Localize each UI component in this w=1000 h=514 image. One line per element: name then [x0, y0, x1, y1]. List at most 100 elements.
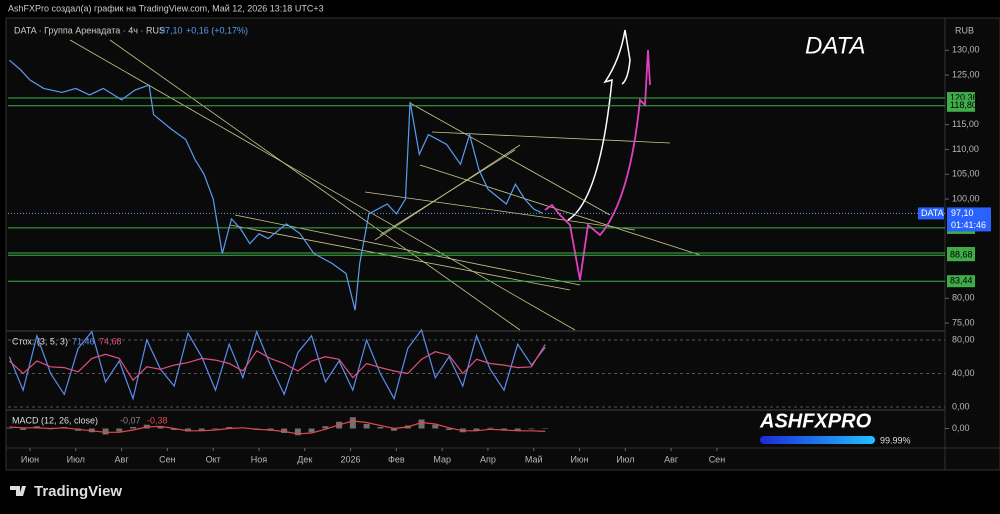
- histogram-bar: [322, 426, 329, 429]
- histogram-bar: [102, 428, 109, 435]
- x-tick-label: Ноя: [251, 454, 268, 464]
- y-tick-label: 0,00: [952, 401, 970, 411]
- y-tick-label: 130,00: [952, 45, 980, 55]
- trend-line: [364, 191, 636, 231]
- x-tick-label: Апр: [480, 454, 496, 464]
- y-tick-label: 125,00: [952, 69, 980, 79]
- symbol-tag-label: DATA: [921, 208, 944, 218]
- histogram-bar: [116, 428, 123, 432]
- symbol-tag: [918, 207, 944, 220]
- indicator-title: MACD (12, 26, close): [12, 415, 98, 425]
- level-tag: [947, 249, 975, 262]
- level-label: 83,44: [950, 276, 973, 286]
- indicator-line: [9, 420, 546, 435]
- histogram-bar: [473, 428, 480, 431]
- chart-title: DATA: [805, 32, 865, 59]
- histogram-bar: [171, 428, 178, 430]
- header: AshFXPro создал(а) график на TradingView…: [8, 3, 324, 13]
- trend-line: [229, 224, 571, 291]
- histogram-bar: [418, 419, 425, 429]
- drawings: [69, 39, 701, 331]
- trend-line: [419, 164, 701, 256]
- last-price-label: 97,10: [951, 208, 974, 218]
- histogram-bar: [432, 424, 439, 429]
- histogram-bar: [487, 427, 494, 429]
- x-tick-label: 2026: [341, 454, 361, 464]
- trend-line: [234, 214, 581, 286]
- level-tag: [947, 275, 975, 288]
- x-tick-label: Окт: [206, 454, 221, 464]
- indicator-title: Стох. (3, 5, 3): [12, 336, 68, 346]
- histogram-bar: [542, 428, 549, 430]
- histogram-bar: [446, 428, 453, 430]
- y-tick-label: 40,00: [952, 368, 975, 378]
- legend-value: 97,10: [160, 25, 183, 35]
- progress-bar: [760, 436, 875, 444]
- x-tick-label: Сен: [159, 454, 176, 464]
- histogram-bar: [212, 428, 219, 430]
- x-tick-label: Июл: [67, 454, 85, 464]
- legend-subtitle: DATA · Группа Аренадата · 4ч · RUS: [14, 25, 165, 35]
- histogram-bar: [514, 428, 521, 431]
- histogram-bar: [528, 428, 535, 430]
- histogram-bar: [20, 428, 27, 430]
- histogram-bar: [500, 428, 507, 430]
- histogram-bar: [198, 428, 205, 431]
- price-line: [9, 59, 544, 311]
- histogram-bar: [294, 428, 301, 436]
- histogram-bar: [6, 427, 13, 429]
- x-tick-label: Фев: [388, 454, 405, 464]
- histogram-bar: [281, 428, 288, 433]
- histogram-bar: [377, 427, 384, 429]
- y-tick-label: 105,00: [952, 169, 980, 179]
- y-tick-label: 100,00: [952, 193, 980, 203]
- trend-line: [431, 131, 671, 144]
- x-tick-label: Авг: [115, 454, 130, 464]
- level-tag: [947, 99, 975, 112]
- indicator-value: 71,46: [72, 336, 95, 346]
- histogram-bar: [391, 428, 398, 431]
- y-tick-label: 80,00: [952, 293, 975, 303]
- histogram-bar: [184, 428, 191, 432]
- indicator-value: -0,38: [147, 415, 168, 425]
- x-tick-label: Авг: [664, 454, 679, 464]
- x-tick-label: Июн: [21, 454, 39, 464]
- last-price-tag: [947, 207, 991, 232]
- x-tick-label: Июл: [616, 454, 634, 464]
- progress-label: 99.99%: [880, 435, 911, 445]
- legend-change: +0,16 (+0,17%): [186, 25, 248, 35]
- x-tick-label: Май: [525, 454, 543, 464]
- footer-logo: TradingView: [34, 483, 122, 500]
- forecast-arrow: [567, 29, 631, 221]
- y-tick-label: 80,00: [952, 334, 975, 344]
- indicator-value: 74,68: [99, 336, 122, 346]
- y-tick-label: 115,00: [952, 119, 979, 129]
- y-tick-label: 110,00: [952, 144, 979, 154]
- histogram-bar: [349, 417, 356, 429]
- chart-frame: [5, 17, 1000, 471]
- x-tick-label: Дек: [297, 454, 312, 464]
- histogram-bar: [308, 428, 315, 433]
- histogram-bar: [130, 427, 137, 429]
- histogram-bar: [363, 424, 370, 429]
- x-tick-label: Сен: [709, 454, 726, 464]
- x-tick-label: Июн: [570, 454, 588, 464]
- indicator-line: [8, 344, 546, 382]
- watermark-title: ASHFXPRO: [759, 410, 872, 432]
- x-tick-label: Мар: [433, 454, 451, 464]
- countdown: 01:41:46: [951, 220, 986, 230]
- y-tick-label: 75,00: [952, 317, 975, 327]
- indicator-value: -0,07: [120, 415, 141, 425]
- level-label: 118,80: [950, 100, 977, 110]
- histogram-bar: [157, 426, 164, 429]
- y-tick-label: 0,00: [952, 423, 970, 433]
- currency: RUB: [955, 25, 974, 35]
- histogram-bar: [226, 427, 233, 429]
- forecast-arrow: [544, 49, 651, 281]
- trend-line: [409, 102, 611, 216]
- trend-line: [379, 149, 516, 236]
- logo-icon: [10, 486, 26, 496]
- level-label: 88,68: [950, 250, 973, 260]
- level-label: 120,36: [950, 92, 978, 102]
